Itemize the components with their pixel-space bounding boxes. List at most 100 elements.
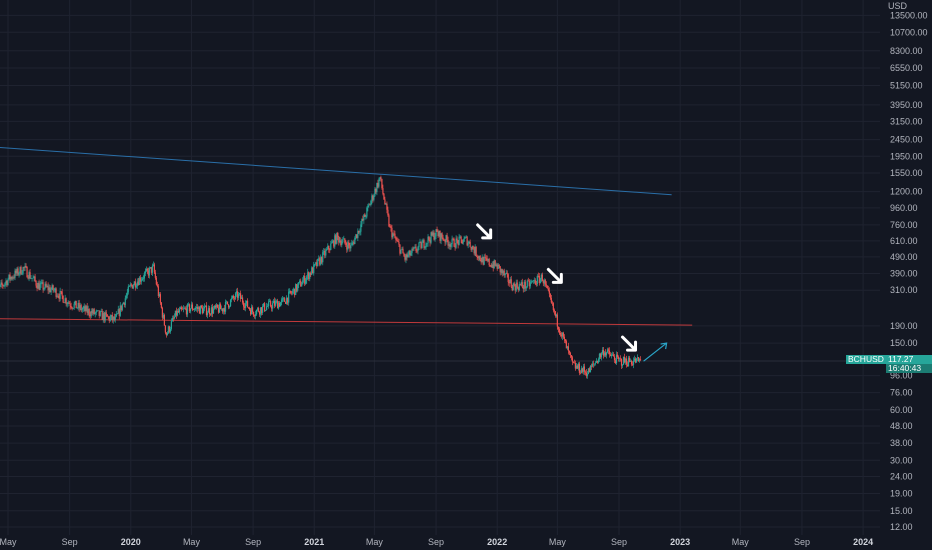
candle-body-132 — [124, 298, 126, 305]
candle-body-383 — [376, 183, 378, 193]
candle-body-587 — [580, 368, 583, 374]
candle-body-203 — [195, 307, 198, 309]
y-tick-label: 3150.00 — [890, 116, 923, 126]
candle-body-646 — [639, 359, 642, 360]
candle-body-137 — [129, 284, 131, 286]
candle-body-379 — [372, 195, 374, 200]
y-tick-label: 190.00 — [890, 321, 918, 331]
down-arrow-icon[interactable] — [476, 223, 493, 240]
candle-body-620 — [613, 356, 616, 361]
candle-body-504 — [497, 264, 499, 269]
candle-body-65 — [57, 295, 59, 297]
trendlines[interactable] — [0, 146, 894, 362]
candle-body-32 — [24, 266, 26, 268]
candle-body-481 — [474, 246, 476, 254]
candle-body-454 — [447, 239, 449, 246]
candle-body-355 — [348, 242, 350, 246]
candle-body-336 — [329, 249, 331, 251]
candle-body-291 — [284, 298, 286, 302]
x-tick-label: May — [366, 537, 384, 547]
x-axis[interactable]: May Sep 2020 May Sep 2021 May Sep 2022 May Sep 2023… — [0, 537, 873, 547]
candle-body-277 — [270, 301, 272, 307]
candle-body-227 — [219, 304, 222, 310]
candle-body-168 — [160, 302, 162, 308]
candle-body-98 — [90, 311, 92, 317]
candle-body-400 — [393, 233, 395, 235]
candle-body-476 — [469, 241, 471, 248]
candle-body-9 — [1, 282, 3, 285]
candle-body-417 — [410, 253, 412, 256]
candle-body-61 — [53, 289, 55, 291]
candle-body-307 — [300, 280, 302, 287]
candle-body-492 — [485, 257, 487, 259]
up-arrow-icon[interactable] — [643, 342, 668, 362]
candle-body-280 — [273, 300, 275, 304]
candle-body-538 — [531, 281, 533, 282]
candle-body-442 — [435, 229, 437, 237]
candle-body-611 — [604, 352, 607, 356]
candle-body-357 — [350, 245, 352, 249]
candle-body-461 — [454, 246, 456, 248]
candle-body-377 — [370, 201, 372, 206]
candle-body-129 — [121, 304, 123, 311]
candle-body-156 — [148, 268, 150, 276]
candle-body-289 — [282, 298, 284, 300]
candle-body-614 — [607, 349, 610, 351]
y-axis[interactable]: USD 13500.00 10700.00 8300.00 6550.00 5150.0… — [888, 1, 928, 532]
candle-body-522 — [515, 282, 517, 291]
candle-body-240 — [232, 295, 235, 299]
down-arrow-icon[interactable] — [621, 335, 638, 352]
candle-body-536 — [529, 282, 531, 287]
candle-body-619 — [612, 354, 615, 357]
down-arrow-icon[interactable] — [546, 267, 563, 284]
candle-body-341 — [334, 235, 336, 247]
candle-body-28 — [20, 266, 22, 275]
candle-body-579 — [572, 361, 574, 363]
candle-body-511 — [504, 273, 506, 276]
candle-body-463 — [456, 238, 458, 241]
candle-body-23 — [15, 270, 17, 274]
candle-body-281 — [274, 300, 276, 306]
candle-body-239 — [231, 295, 234, 299]
candle-body-133 — [125, 295, 127, 299]
candle-body-582 — [575, 365, 577, 369]
candle-body-200 — [192, 309, 195, 311]
candle-body-398 — [391, 227, 393, 238]
candle-body-308 — [301, 284, 303, 287]
candle-body-458 — [451, 238, 453, 245]
candle-body-254 — [246, 300, 249, 308]
countdown-badge: 16:40:43 — [886, 364, 932, 373]
candle-body-191 — [183, 308, 186, 310]
symbol-badge: BCHUSD — [846, 354, 886, 364]
candle-body-593 — [586, 373, 589, 377]
y-tick-label: 60.00 — [890, 405, 913, 415]
candle-body-178 — [170, 321, 173, 329]
candle-body-500 — [493, 260, 495, 269]
candle-body-607 — [600, 353, 603, 358]
candle-body-404 — [397, 240, 399, 243]
candle-body-272 — [265, 309, 267, 311]
candle-body-31 — [23, 267, 25, 268]
candle-body-166 — [158, 294, 160, 296]
candle-body-268 — [261, 307, 263, 313]
candle-body-543 — [536, 275, 538, 284]
annotations[interactable] — [476, 223, 668, 362]
candle-body-385 — [378, 179, 380, 187]
horizontal-support-line[interactable] — [0, 318, 693, 326]
candle-body-169 — [161, 307, 163, 318]
candle-body-211 — [203, 306, 206, 309]
candle-body-62 — [54, 288, 56, 290]
candle-body-488 — [481, 257, 483, 263]
candle-body-539 — [532, 280, 534, 282]
candle-body-8 — [0, 282, 2, 285]
candle-body-393 — [386, 203, 388, 210]
descending-resistance-line[interactable] — [0, 146, 672, 196]
x-tick-label: 2020 — [121, 537, 141, 547]
candle-body-406 — [399, 244, 401, 254]
candle-body-256 — [248, 307, 251, 310]
candle-body-182 — [174, 310, 177, 317]
candle-body-405 — [398, 242, 400, 245]
candle-body-197 — [189, 308, 192, 312]
candle-body-324 — [317, 258, 319, 267]
